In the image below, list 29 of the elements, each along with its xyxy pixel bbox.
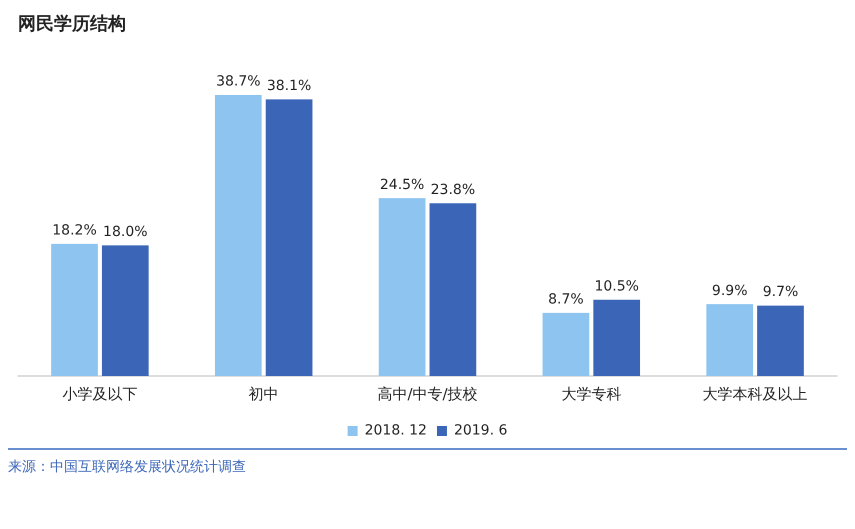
data-label: 38.7%: [216, 74, 261, 90]
bar: [757, 306, 804, 376]
data-label: 23.8%: [430, 182, 476, 198]
data-label: 24.5%: [380, 176, 424, 193]
bar: [378, 198, 426, 376]
bar: [51, 244, 98, 376]
data-label: 8.7%: [548, 291, 584, 308]
legend-label: 2018. 12: [364, 422, 427, 439]
chart-title: 网民学历结构: [18, 13, 126, 34]
x-tick-label: 初中: [248, 384, 279, 403]
data-label: 38.1%: [266, 78, 312, 94]
data-label: 10.5%: [594, 278, 639, 294]
bar: [102, 245, 149, 376]
x-tick-label: 大学专科: [561, 384, 622, 403]
data-label: 9.9%: [712, 282, 748, 299]
x-tick-label: 高中/中专/技校: [377, 384, 478, 403]
data-label: 18.2%: [52, 222, 97, 239]
data-label: 9.7%: [762, 284, 798, 300]
bar: [214, 95, 262, 376]
bar: [266, 99, 312, 376]
bar: [593, 300, 640, 376]
bar: [430, 203, 476, 376]
bar: [542, 312, 590, 376]
data-label: 18.0%: [103, 224, 148, 240]
legend-label: 2019. 6: [454, 422, 508, 439]
source-note: 来源：中国互联网络发展状况统计调查: [8, 458, 247, 476]
bar: [706, 304, 754, 376]
x-tick-label: 小学及以下: [62, 384, 138, 403]
x-tick-label: 大学本科及以上: [702, 384, 808, 403]
